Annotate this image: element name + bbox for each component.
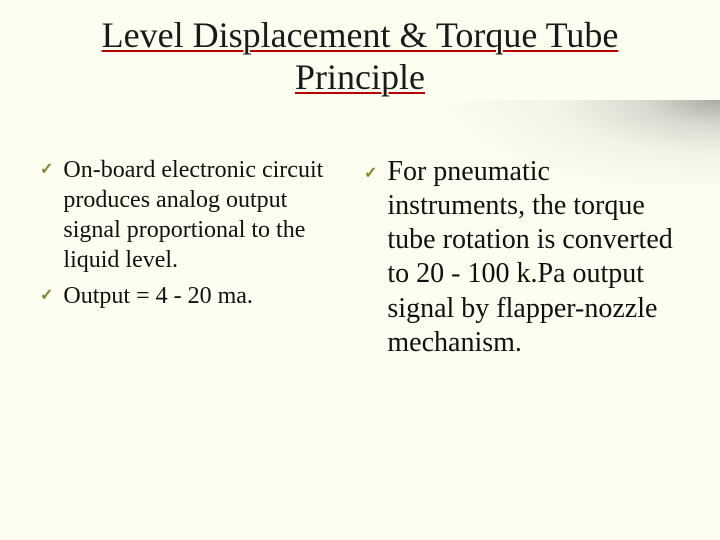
- checkmark-icon: ✓: [40, 159, 53, 179]
- left-column: ✓ On-board electronic circuit produces a…: [40, 155, 340, 317]
- checkmark-icon: ✓: [40, 285, 53, 305]
- list-item: ✓ On-board electronic circuit produces a…: [40, 155, 340, 275]
- list-item: ✓ For pneumatic instruments, the torque …: [364, 155, 680, 360]
- bullet-text: Output = 4 - 20 ma.: [63, 281, 253, 311]
- list-item: ✓ Output = 4 - 20 ma.: [40, 281, 340, 311]
- slide-container: Level Displacement & Torque Tube Princip…: [0, 0, 720, 540]
- checkmark-icon: ✓: [364, 163, 377, 183]
- right-column: ✓ For pneumatic instruments, the torque …: [364, 155, 680, 366]
- bullet-text: For pneumatic instruments, the torque tu…: [387, 155, 680, 360]
- bullet-text: On-board electronic circuit produces ana…: [63, 155, 340, 275]
- slide-title: Level Displacement & Torque Tube Princip…: [60, 14, 660, 99]
- content-columns: ✓ On-board electronic circuit produces a…: [40, 155, 680, 366]
